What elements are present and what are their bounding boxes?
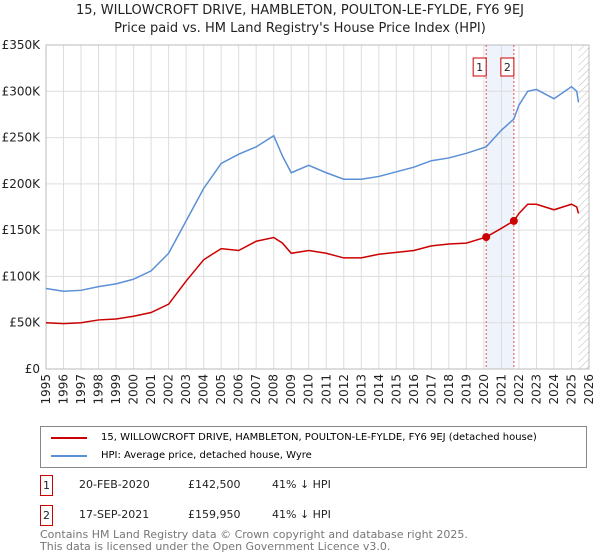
x-tick-label: 2025: [564, 374, 578, 405]
x-tick-label: 2014: [372, 374, 386, 405]
x-tick-label: 1997: [74, 374, 88, 405]
y-tick-label: £50K: [9, 316, 41, 330]
footer-line-2: This data is licensed under the Open Gov…: [40, 540, 391, 553]
sale-marker-box: [472, 57, 487, 77]
x-tick-label: 2017: [424, 374, 438, 405]
forecast-hatch: [578, 45, 589, 369]
x-tick-label: 1999: [109, 374, 123, 405]
y-tick-label: £250K: [2, 131, 42, 145]
x-tick-label: 2010: [302, 374, 316, 405]
legend-property: 15, WILLOWCROFT DRIVE, HAMBLETON, POULTO…: [101, 432, 537, 443]
x-tick-label: 2020: [477, 374, 491, 405]
transaction-badge: 1: [40, 475, 53, 496]
x-tick-label: 2019: [459, 374, 473, 405]
sale-marker-label: 1: [476, 61, 483, 74]
x-tick-label: 2022: [512, 374, 526, 405]
x-tick-label: 2006: [232, 374, 246, 405]
y-tick-label: £100K: [2, 269, 42, 283]
x-tick-label: 1998: [92, 374, 106, 405]
plot-area: 1995 1996 1997 1998 1999 2000 2001 2002 2003 2004…: [2, 38, 596, 405]
chart-title: 15, WILLOWCROFT DRIVE, HAMBLETON, POULTO…: [75, 3, 524, 18]
x-tick-label: 2000: [127, 374, 141, 405]
y-tick-label: £350K: [2, 38, 42, 52]
x-tick-label: 2024: [547, 374, 561, 405]
x-tick-label: 2011: [319, 374, 333, 405]
x-tick-label: 2009: [284, 374, 298, 405]
legend-swatch-property: [51, 436, 87, 439]
x-tick-label: 2003: [179, 374, 193, 405]
legend: 15, WILLOWCROFT DRIVE, HAMBLETON, POULTO…: [40, 426, 587, 468]
x-tick-label: 2001: [144, 374, 158, 405]
x-tick-label: 2015: [389, 374, 403, 405]
transaction-price: £159,950: [188, 508, 241, 521]
x-tick-label: 1996: [57, 374, 71, 405]
transaction-row: 2 17-SEP-2021 £159,950 41% ↓ HPI: [40, 505, 440, 526]
transaction-price: £142,500: [188, 478, 241, 491]
transaction-hpi: 41% ↓ HPI: [272, 508, 331, 521]
y-tick-label: £200K: [2, 177, 42, 191]
sale-marker-label: 2: [504, 61, 511, 74]
series-line: [45, 85, 580, 292]
y-tick-label: £150K: [2, 223, 42, 237]
plot-border: [45, 44, 590, 370]
sale-period-band: [486, 45, 514, 369]
x-tick-label: 1995: [39, 374, 53, 405]
transaction-row: 1 20-FEB-2020 £142,500 41% ↓ HPI: [40, 475, 440, 496]
x-tick-label: 2007: [249, 374, 263, 405]
legend-hpi: HPI: Average price, detached house, Wyre: [101, 450, 312, 461]
x-tick-label: 2002: [162, 374, 176, 405]
legend-swatch-hpi: [51, 454, 87, 457]
y-tick-label: £0: [25, 362, 40, 376]
x-tick-label: 2026: [582, 374, 596, 405]
x-tick-label: 2013: [354, 374, 368, 405]
x-tick-label: 2016: [407, 374, 421, 405]
sale-marker-box: [500, 57, 515, 77]
sale-point: [482, 233, 491, 242]
x-tick-label: 2008: [267, 374, 281, 405]
y-tick-label: £300K: [2, 84, 42, 98]
x-tick-label: 2018: [442, 374, 456, 405]
x-tick-label: 2004: [197, 374, 211, 405]
transaction-date: 20-FEB-2020: [79, 478, 150, 491]
transaction-hpi: 41% ↓ HPI: [272, 478, 331, 491]
footer-line-1: Contains HM Land Registry data © Crown c…: [40, 528, 468, 541]
x-tick-label: 2012: [337, 374, 351, 405]
transaction-date: 17-SEP-2021: [79, 508, 150, 521]
chart-subtitle: Price paid vs. HM Land Registry's House …: [114, 21, 486, 36]
x-tick-label: 2021: [494, 374, 508, 405]
x-tick-label: 2005: [214, 374, 228, 405]
footer: Contains HM Land Registry data © Crown c…: [40, 529, 468, 553]
x-tick-label: 2023: [529, 374, 543, 405]
sale-point: [509, 216, 518, 225]
series-line: [45, 203, 580, 325]
transaction-badge: 2: [40, 505, 53, 526]
